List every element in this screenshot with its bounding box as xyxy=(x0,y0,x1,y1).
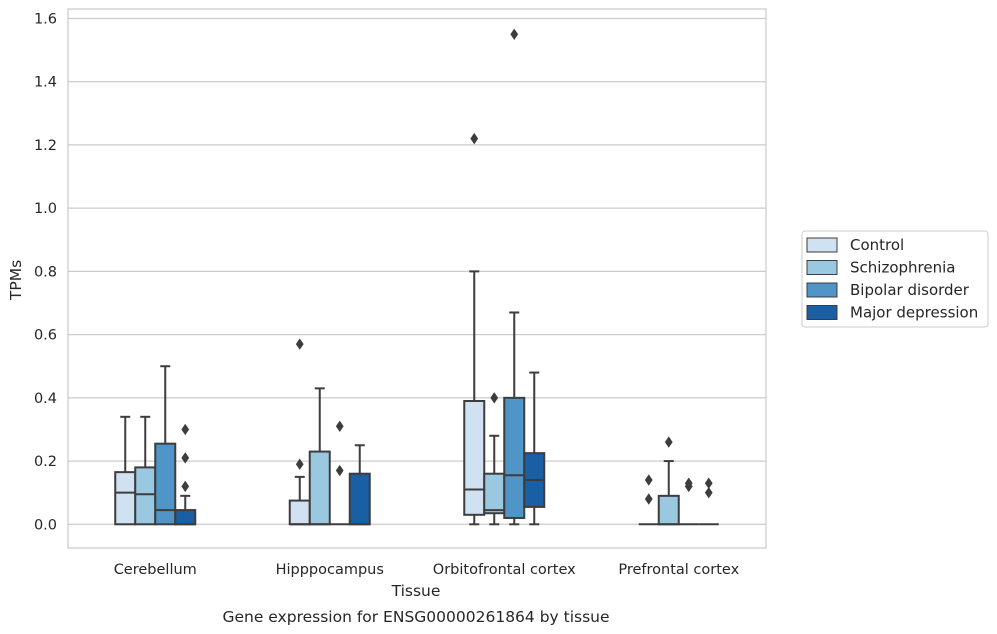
box-iqr xyxy=(348,472,371,526)
plot-frame xyxy=(67,8,767,549)
box-0-3 xyxy=(638,474,659,526)
y-axis-ticks: 0.0 0.2 0.4 0.6 0.8 1.0 1.2 1.4 1.6 xyxy=(34,11,57,533)
box-iqr xyxy=(657,494,680,526)
x-tick-label: Hipppocampus xyxy=(276,562,384,578)
outlier-point xyxy=(684,477,693,489)
legend-swatch xyxy=(806,260,838,275)
box-2-0 xyxy=(154,365,177,526)
box-2-1 xyxy=(329,420,350,526)
outlier-point xyxy=(704,477,713,489)
legend-label: Schizophrenia xyxy=(850,259,955,277)
outlier-point xyxy=(664,436,673,448)
outlier-point xyxy=(644,493,653,505)
y-tick-label: 0.6 xyxy=(34,328,57,344)
box-0-2 xyxy=(463,132,486,526)
outlier-point xyxy=(470,132,479,145)
box-1-3 xyxy=(657,436,680,526)
box-iqr xyxy=(154,442,177,526)
y-tick-label: 1.0 xyxy=(34,201,57,217)
box-iqr xyxy=(483,472,506,515)
y-tick-label: 0.8 xyxy=(34,264,57,280)
legend-label: Major depression xyxy=(850,304,978,322)
legend: Control Schizophrenia Bipolar disorder Majo… xyxy=(801,230,989,328)
outlier-point xyxy=(510,28,519,41)
x-tick-label: Prefrontal cortex xyxy=(618,562,739,578)
y-tick-label: 1.2 xyxy=(34,138,57,154)
y-tick-label: 1.4 xyxy=(34,75,57,91)
box-3-2 xyxy=(523,371,546,526)
legend-swatch xyxy=(806,282,838,298)
box-iqr xyxy=(134,466,157,526)
y-tick-label: 0.4 xyxy=(34,391,57,407)
chart-title: Gene expression for ENSG00000261864 by t… xyxy=(222,608,609,626)
box-3-1 xyxy=(348,444,371,526)
outlier-point xyxy=(490,392,499,404)
outlier-point xyxy=(704,486,713,499)
box-iqr xyxy=(503,396,526,519)
outlier-point xyxy=(335,464,344,477)
outlier-point xyxy=(181,480,190,493)
y-tick-label: 1.6 xyxy=(34,11,57,27)
legend-frame xyxy=(801,230,989,328)
legend-swatch xyxy=(806,237,838,253)
x-axis-ticks: Cerebellum Hipppocampus Orbitofrontal cort… xyxy=(114,562,740,578)
x-tick-label: Orbitofrontal cortex xyxy=(433,562,576,578)
outlier-point xyxy=(181,452,190,464)
box-iqr xyxy=(308,450,331,526)
y-tick-label: 0.0 xyxy=(34,517,57,533)
legend-label: Control xyxy=(850,236,904,254)
box-iqr xyxy=(174,509,197,526)
box-iqr xyxy=(114,471,137,526)
box-groups xyxy=(114,28,719,526)
box-1-1 xyxy=(308,387,331,526)
outlier-point xyxy=(644,474,653,486)
box-1-2 xyxy=(483,392,506,526)
y-axis-title: TPMs xyxy=(7,260,25,301)
box-2-3 xyxy=(678,477,699,526)
x-axis-title: Tissue xyxy=(391,582,441,600)
box-3-0 xyxy=(174,423,197,526)
outlier-point xyxy=(295,338,304,350)
outlier-point xyxy=(181,423,190,436)
box-iqr xyxy=(463,400,486,516)
legend-swatch xyxy=(806,305,838,320)
outlier-point xyxy=(335,420,344,433)
box-3-3 xyxy=(698,477,719,526)
y-tick-label: 0.2 xyxy=(34,454,57,470)
box-iqr xyxy=(288,499,311,526)
outlier-point xyxy=(295,458,304,470)
legend-label: Bipolar disorder xyxy=(850,281,970,299)
x-tick-label: Cerebellum xyxy=(114,562,197,578)
